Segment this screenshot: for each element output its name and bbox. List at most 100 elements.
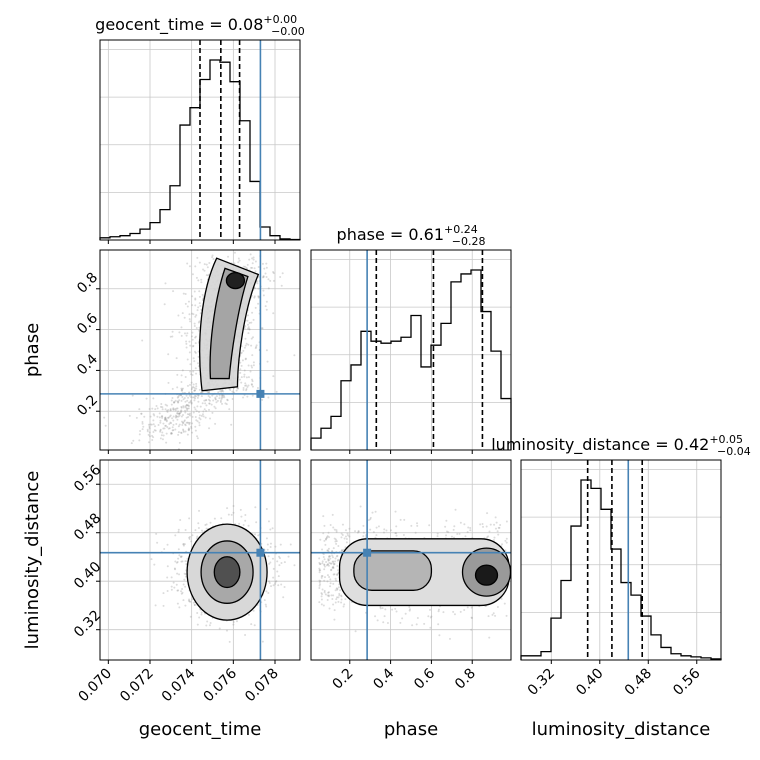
sample-point — [190, 388, 193, 391]
sample-point — [248, 328, 251, 331]
sample-point — [180, 389, 183, 392]
sample-point — [196, 309, 199, 312]
sample-point — [212, 257, 215, 260]
sample-point — [346, 532, 349, 535]
sample-point — [244, 357, 247, 360]
sample-point — [194, 367, 197, 370]
sample-point — [411, 624, 414, 627]
sample-point — [205, 624, 208, 627]
sample-point — [220, 389, 223, 392]
sample-point — [190, 427, 193, 430]
sample-point — [171, 396, 174, 399]
sample-point — [230, 513, 233, 516]
sample-point — [197, 362, 200, 365]
sample-point — [344, 529, 347, 532]
sample-point — [318, 584, 321, 587]
sample-point — [170, 576, 173, 579]
sample-point — [161, 415, 164, 418]
sample-point — [214, 398, 217, 401]
sample-point — [186, 421, 189, 424]
sample-point — [193, 603, 196, 606]
sample-point — [177, 530, 180, 533]
sample-point — [436, 532, 439, 535]
sample-point — [499, 524, 502, 527]
sample-point — [161, 406, 164, 409]
sample-point — [293, 564, 296, 567]
sample-point — [181, 387, 184, 390]
axes-frame-geocent_time-geocent_time — [99, 39, 301, 241]
sample-point — [242, 265, 245, 268]
sample-point — [176, 561, 179, 564]
sample-point — [274, 581, 277, 584]
sample-point — [176, 589, 179, 592]
sample-point — [493, 523, 496, 526]
sample-point — [251, 366, 254, 369]
sample-point — [172, 408, 175, 411]
sample-point — [183, 543, 186, 546]
sample-point — [281, 272, 284, 275]
sample-point — [332, 563, 335, 566]
sample-point — [177, 548, 180, 551]
sample-point — [191, 331, 194, 334]
sample-point — [196, 611, 199, 614]
panel-title-phase: phase = 0.61+0.24 −0.28 — [337, 223, 486, 248]
sample-point — [208, 624, 211, 627]
sample-point — [248, 258, 251, 261]
sample-point — [173, 586, 176, 589]
sample-point — [199, 312, 202, 315]
sample-point — [139, 430, 142, 433]
sample-point — [182, 405, 185, 408]
sample-point — [190, 312, 193, 315]
sample-point — [250, 383, 253, 386]
sample-point — [264, 603, 267, 606]
sample-point — [178, 412, 181, 415]
sample-point — [274, 545, 277, 548]
sample-point — [453, 525, 456, 528]
y-axis-label-phase: phase — [22, 323, 43, 377]
sample-point — [336, 596, 339, 599]
sample-point — [246, 395, 249, 398]
sample-point — [156, 541, 159, 544]
sample-point — [195, 537, 198, 540]
sample-point — [327, 595, 330, 598]
sample-point — [331, 560, 334, 563]
sample-point — [241, 359, 244, 362]
sample-point — [332, 603, 335, 606]
sample-point — [328, 561, 331, 564]
sample-point — [371, 511, 374, 514]
sample-point — [194, 298, 197, 301]
sample-point — [174, 428, 177, 431]
sample-point — [128, 414, 131, 417]
sample-point — [168, 415, 171, 418]
sample-point — [205, 399, 208, 402]
sample-point — [178, 423, 181, 426]
sample-point — [181, 312, 184, 315]
sample-point — [193, 399, 196, 402]
sample-point — [183, 420, 186, 423]
sample-point — [189, 615, 192, 618]
sample-point — [369, 528, 372, 531]
sample-point — [257, 295, 260, 298]
sample-point — [251, 380, 254, 383]
sample-point — [337, 569, 340, 572]
sample-point — [345, 537, 348, 540]
sample-point — [458, 532, 461, 535]
sample-point — [209, 417, 212, 420]
sample-point — [186, 407, 189, 410]
sample-point — [141, 422, 144, 425]
sample-point — [172, 423, 175, 426]
sample-point — [163, 427, 166, 430]
sample-point — [321, 575, 324, 578]
sample-point — [235, 620, 238, 623]
sample-point — [269, 561, 272, 564]
sample-point — [177, 589, 180, 592]
sample-point — [274, 582, 277, 585]
sample-point — [257, 287, 260, 290]
sample-point — [209, 622, 212, 625]
sample-point — [192, 357, 195, 360]
sample-point — [260, 327, 263, 330]
sample-point — [272, 584, 275, 587]
sample-point — [272, 271, 275, 274]
x-tick-label: 0.48 — [622, 666, 655, 699]
sample-point — [337, 600, 340, 603]
